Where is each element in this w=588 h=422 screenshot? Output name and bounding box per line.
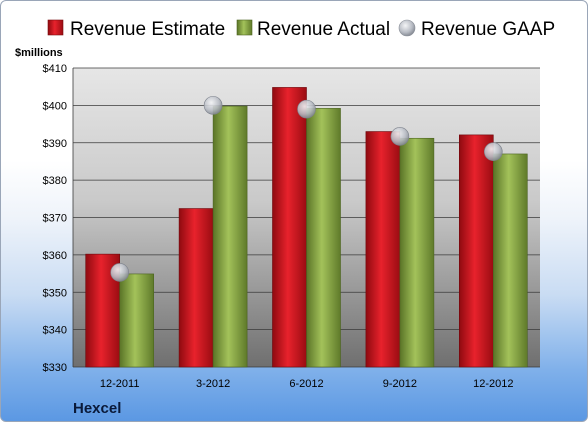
gaap-markers [110, 96, 503, 282]
legend-swatch-revenue-actual [236, 19, 253, 36]
legend-swatch-revenue-gaap [398, 19, 416, 37]
y-tick-label: $370 [43, 213, 67, 225]
bar-revenue-estimate [272, 87, 307, 368]
marker-revenue-gaap [297, 99, 316, 119]
bar-revenue-actual [399, 137, 435, 368]
bar-revenue-actual [119, 273, 154, 368]
bar-revenue-actual [212, 105, 248, 368]
company-label: Hexcel [73, 400, 121, 417]
legend-swatch-revenue-estimate [47, 19, 64, 36]
x-tick-label: 12-2011 [100, 378, 140, 390]
bar-revenue-estimate [365, 131, 401, 368]
y-axis-ticks: $330 $340 $350 $360 $370 $380 $390 $400 $410 [43, 63, 67, 374]
y-axis-unit-label: $millions [15, 47, 63, 59]
y-tick-label: $400 [43, 100, 67, 112]
y-tick-label: $390 [43, 138, 67, 150]
bars [85, 87, 528, 368]
y-tick-label: $340 [43, 325, 67, 337]
legend-label-revenue-estimate: Revenue Estimate [70, 19, 225, 40]
x-tick-label: 9-2012 [383, 378, 417, 390]
bar-revenue-actual [492, 153, 528, 368]
y-tick-label: $330 [43, 362, 67, 374]
y-tick-label: $410 [43, 63, 67, 75]
bar-revenue-estimate [458, 134, 494, 368]
bar-revenue-estimate [178, 208, 214, 368]
marker-revenue-gaap [390, 127, 410, 146]
marker-revenue-gaap [110, 263, 129, 282]
legend: Revenue Estimate Revenue Actual Revenue … [47, 19, 555, 40]
marker-revenue-gaap [483, 142, 503, 162]
legend-label-revenue-actual: Revenue Actual [257, 19, 390, 40]
x-axis-ticks: 12-2011 3-2012 6-2012 9-2012 12-2012 [100, 378, 514, 390]
legend-label-revenue-gaap: Revenue GAAP [421, 19, 555, 40]
bar-revenue-actual [306, 108, 341, 368]
marker-revenue-gaap [203, 96, 223, 115]
y-tick-label: $360 [43, 250, 67, 262]
y-tick-label: $380 [43, 175, 67, 187]
x-tick-label: 3-2012 [196, 378, 230, 390]
x-tick-label: 6-2012 [289, 378, 323, 390]
x-tick-label: 12-2012 [473, 378, 513, 390]
y-tick-label: $350 [43, 287, 67, 299]
